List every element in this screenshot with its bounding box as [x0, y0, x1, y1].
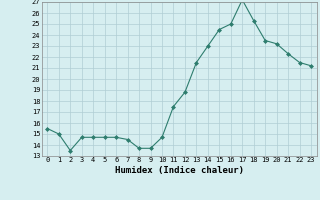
X-axis label: Humidex (Indice chaleur): Humidex (Indice chaleur) [115, 166, 244, 175]
